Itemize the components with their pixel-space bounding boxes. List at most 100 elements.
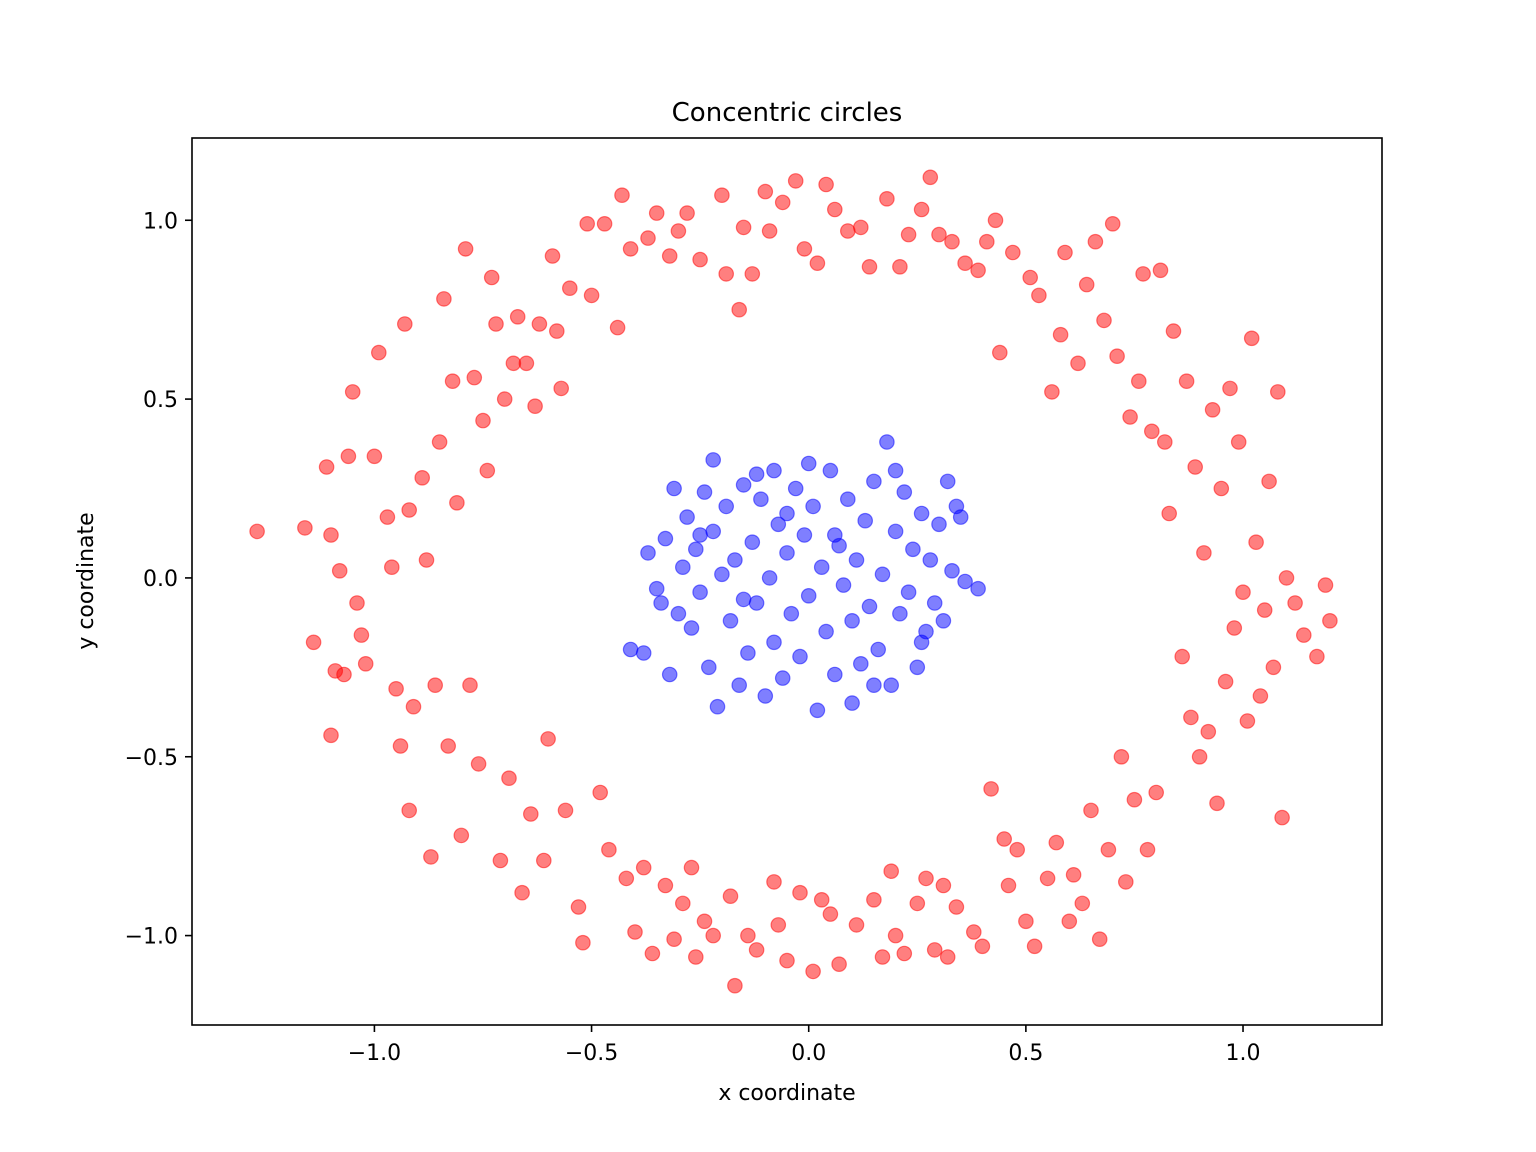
scatter-point [926, 595, 943, 611]
scatter-point [874, 566, 891, 583]
scatter-point [1309, 648, 1325, 665]
scatter-point [527, 398, 543, 414]
x-tick-label: 0.5 [1008, 1041, 1043, 1066]
scatter-point [787, 173, 804, 189]
scatter-point [627, 924, 643, 940]
scatter-point [505, 355, 522, 372]
scatter-point [249, 523, 265, 540]
scatter-point [709, 698, 726, 715]
scatter-point [757, 688, 774, 704]
scatter-point [839, 491, 856, 507]
scatter-point [514, 884, 530, 901]
scatter-point [674, 895, 691, 912]
scatter-point [835, 577, 852, 593]
scatter-point [1139, 841, 1156, 858]
scatter-point [740, 645, 756, 661]
scatter-point [826, 201, 843, 218]
scatter-point [861, 258, 878, 275]
scatter-point [779, 505, 795, 522]
scatter-point [692, 527, 708, 543]
scatter-point [857, 512, 873, 529]
scatter-point [1296, 627, 1312, 643]
scatter-point [466, 369, 483, 386]
scatter-point [939, 949, 956, 965]
scatter-point [475, 412, 491, 429]
scatter-point [705, 452, 721, 468]
scatter-point [427, 677, 443, 693]
scatter-point [770, 917, 787, 933]
scatter-point [661, 248, 678, 264]
scatter-point [492, 852, 509, 869]
scatter-point [1274, 809, 1290, 826]
scatter-point [1196, 545, 1212, 561]
scatter-point [957, 573, 973, 590]
scatter-point [444, 373, 461, 389]
scatter-point [418, 552, 435, 568]
scatter-point [401, 802, 417, 819]
scatter-point [1122, 409, 1138, 425]
scatter-point [1052, 326, 1069, 343]
scatter-point [926, 942, 943, 958]
scatter-point [1235, 584, 1251, 600]
scatter-point [735, 477, 752, 493]
scatter-point [1200, 723, 1217, 740]
scatter-point [770, 516, 787, 533]
scatter-point [1252, 688, 1269, 704]
x-tick-label: −0.5 [565, 1041, 618, 1066]
scatter-point [900, 584, 917, 600]
scatter-point [674, 559, 691, 575]
scatter-point [579, 216, 595, 232]
scatter-point [948, 899, 965, 915]
scatter-point [318, 459, 335, 475]
scatter-point [883, 863, 899, 879]
scatter-point [323, 727, 339, 744]
scatter-point [1074, 895, 1091, 912]
scatter-point [792, 648, 808, 665]
scatter-point [787, 480, 804, 497]
scatter-point [1230, 434, 1247, 450]
scatter-point [640, 230, 656, 246]
scatter-point [670, 223, 687, 239]
scatter-point [766, 634, 782, 651]
scatter-point [692, 251, 708, 268]
scatter-point [1044, 384, 1060, 400]
scatter-point [965, 924, 982, 940]
scatter-point [1109, 348, 1125, 364]
scatter-point [887, 523, 904, 540]
y-tick-label: 0.5 [143, 388, 178, 413]
scatter-point [696, 484, 713, 500]
scatter-point [705, 523, 721, 540]
y-axis-ticks: −1.0 −0.5 0.0 0.5 1.0 [125, 209, 192, 950]
scatter-point [714, 187, 730, 203]
scatter-point [596, 216, 613, 232]
y-tick-label: 0.0 [143, 567, 178, 592]
scatter-point [570, 899, 587, 915]
scatter-point [813, 891, 830, 908]
scatter-point [1135, 266, 1151, 282]
scatter-point [740, 927, 756, 944]
scatter-point [687, 949, 704, 965]
scatter-point [805, 963, 821, 980]
scatter-point [1000, 877, 1017, 894]
scatter-point [1039, 870, 1056, 887]
scatter-point [792, 884, 808, 901]
scatter-point [349, 595, 365, 611]
scatter-point [831, 956, 847, 972]
x-tick-label: 0.0 [791, 1041, 826, 1066]
scatter-point [987, 212, 1004, 229]
scatter-point [705, 927, 721, 944]
scatter-point [501, 770, 517, 786]
scatter-point [640, 545, 656, 561]
scatter-point [1004, 244, 1021, 261]
scatter-point [431, 434, 448, 450]
scatter-point [970, 580, 986, 597]
scatter-point [944, 233, 960, 250]
scatter-point [344, 384, 361, 400]
scatter-point [592, 784, 608, 801]
scatter-point [370, 344, 387, 361]
scatter-point [635, 645, 652, 661]
x-tick-label: −1.0 [348, 1041, 401, 1066]
scatter-point [679, 205, 695, 221]
scatter-point [666, 931, 682, 947]
scatter-point [809, 702, 826, 719]
